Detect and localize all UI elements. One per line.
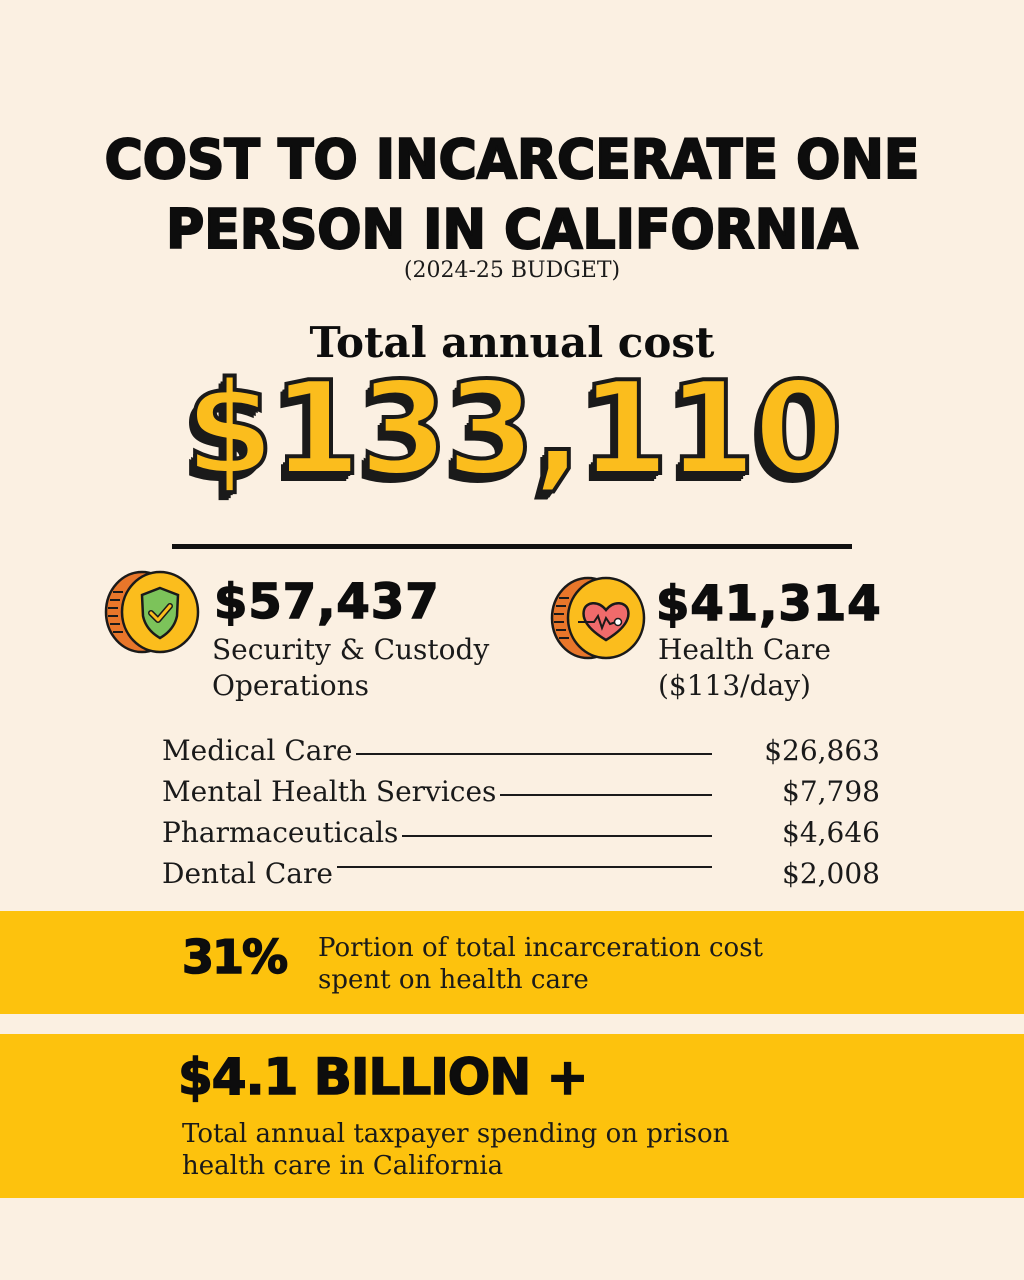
- statewide-spending-text-line-1: Total annual taxpayer spending on prison: [182, 1119, 730, 1149]
- leader-line: [402, 835, 712, 837]
- breakdown-row: Pharmaceuticals $4,646: [162, 808, 880, 849]
- health-care-breakdown: Medical Care $26,863 Mental Health Servi…: [162, 726, 880, 890]
- shield-check-coin-icon: [104, 570, 200, 654]
- breakdown-row: Mental Health Services $7,798: [162, 767, 880, 808]
- health-share-text-line-1: Portion of total incarceration cost: [318, 933, 763, 963]
- health-share-description: Portion of total incarceration cost spen…: [318, 932, 878, 996]
- total-cost-value: $133,110: [183, 355, 845, 504]
- health-care-cost-label-line-2: ($113/day): [658, 669, 811, 702]
- health-share-band: [0, 911, 1024, 1014]
- statewide-spending-value: $4.1 BILLION +: [177, 1048, 589, 1106]
- breakdown-label: Medical Care: [162, 734, 353, 767]
- breakdown-row: Medical Care $26,863: [162, 726, 880, 767]
- health-care-cost-label-line-1: Health Care: [658, 633, 831, 666]
- health-care-cost-value: $41,314: [655, 576, 882, 632]
- breakdown-amount: $26,863: [764, 734, 880, 767]
- statewide-spending-band: [0, 1034, 1024, 1198]
- subtitle: (2024-25 BUDGET): [403, 258, 621, 283]
- divider: [172, 544, 852, 549]
- leader-line: [336, 866, 712, 868]
- health-share-value: 31%: [181, 930, 289, 984]
- total-cost-label: Total annual cost: [309, 318, 715, 367]
- title-line-2: PERSON IN CALIFORNIA: [165, 198, 859, 262]
- security-cost-value: $57,437: [213, 574, 440, 630]
- security-cost-label-line-2: Operations: [212, 669, 369, 702]
- security-cost-label-line-1: Security & Custody: [212, 633, 490, 666]
- health-share-text-line-2: spent on health care: [318, 965, 589, 995]
- breakdown-label: Pharmaceuticals: [162, 816, 399, 849]
- statewide-spending-text-line-2: health care in California: [182, 1151, 504, 1181]
- statewide-spending-description: Total annual taxpayer spending on prison…: [182, 1118, 862, 1182]
- breakdown-row: Dental Care $2,008: [162, 849, 880, 890]
- breakdown-amount: $4,646: [782, 816, 880, 849]
- title-line-1: COST TO INCARCERATE ONE: [104, 128, 921, 192]
- breakdown-label: Mental Health Services: [162, 775, 497, 808]
- breakdown-label: Dental Care: [162, 857, 333, 890]
- breakdown-amount: $2,008: [782, 857, 880, 890]
- leader-line: [356, 753, 712, 755]
- leader-line: [500, 794, 712, 796]
- breakdown-amount: $7,798: [782, 775, 880, 808]
- heart-pulse-coin-icon: [550, 576, 646, 660]
